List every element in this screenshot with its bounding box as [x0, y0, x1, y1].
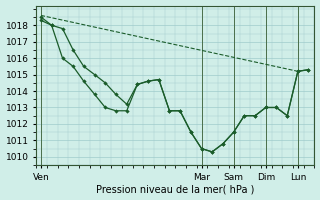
- X-axis label: Pression niveau de la mer( hPa ): Pression niveau de la mer( hPa ): [96, 184, 254, 194]
